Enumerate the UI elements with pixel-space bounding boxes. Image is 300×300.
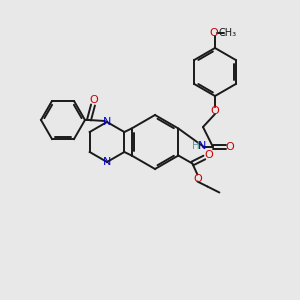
Text: H: H xyxy=(192,141,200,151)
Text: O: O xyxy=(210,28,218,38)
Text: O: O xyxy=(204,151,213,160)
Text: O: O xyxy=(211,106,219,116)
Text: O: O xyxy=(226,142,234,152)
Text: N: N xyxy=(198,141,206,151)
Text: N: N xyxy=(103,117,111,127)
Text: O: O xyxy=(90,95,98,105)
Text: N: N xyxy=(103,157,111,167)
Text: O: O xyxy=(193,173,202,184)
Text: CH₃: CH₃ xyxy=(219,28,237,38)
